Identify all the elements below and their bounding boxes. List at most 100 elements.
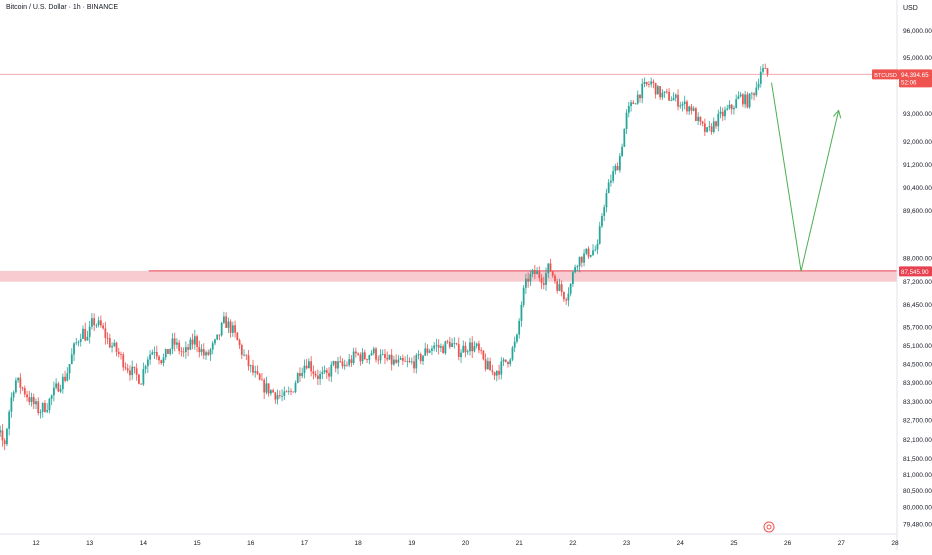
candle-body: [384, 354, 386, 359]
candle-body: [612, 171, 615, 181]
candle-body: [686, 101, 688, 112]
candle-body: [99, 320, 102, 326]
candle-body: [437, 344, 440, 348]
y-tick-label: 96,000.00: [903, 28, 932, 35]
candle-body: [26, 394, 28, 398]
candle-body: [571, 272, 574, 284]
candle-body: [254, 371, 257, 373]
price-tag: [899, 69, 932, 88]
candle-body: [216, 334, 219, 340]
y-tick-label: 95,000.00: [903, 55, 932, 62]
candle-body: [426, 348, 429, 353]
candle-body: [563, 292, 565, 300]
candle-body: [439, 346, 442, 348]
candle-body: [292, 391, 295, 393]
candle-body: [368, 355, 371, 360]
candle-body: [569, 283, 572, 294]
candle-body: [321, 372, 324, 375]
candle-body: [583, 253, 585, 263]
candle-body: [388, 354, 391, 360]
candle-body: [746, 94, 749, 108]
x-tick-label: 23: [623, 540, 631, 547]
candle-body: [332, 361, 335, 365]
candle-body: [413, 361, 415, 369]
candle-body: [504, 359, 507, 362]
candle-body: [708, 126, 711, 128]
candle-body: [739, 94, 742, 97]
candle-body: [227, 321, 230, 328]
candle-body: [61, 376, 64, 390]
candle-body: [75, 342, 78, 344]
candle-body: [113, 342, 116, 346]
candle-body: [131, 366, 134, 376]
candle-body: [97, 320, 100, 325]
x-tick-label: 27: [838, 540, 846, 547]
candle-body: [30, 397, 33, 403]
candle-body: [710, 126, 713, 132]
candle-body: [314, 373, 317, 376]
currency-label: USD: [903, 5, 918, 12]
x-tick-label: 14: [140, 540, 148, 547]
candle-body: [681, 104, 684, 106]
level-tag-value: 87,545.90: [901, 269, 929, 276]
candle-body: [176, 342, 178, 345]
candle-body: [52, 387, 55, 396]
candle-body: [285, 391, 288, 393]
x-tick-label: 21: [516, 540, 524, 547]
candle-body: [319, 374, 321, 380]
candle-body: [542, 282, 545, 285]
candle-body: [536, 271, 538, 275]
candle-body: [674, 94, 677, 98]
candle-body: [724, 109, 726, 117]
candle-body: [565, 299, 568, 301]
candle-body: [641, 83, 644, 99]
candle-body: [589, 255, 592, 257]
candle-body: [348, 359, 351, 366]
candle-body: [610, 180, 612, 183]
candle-body: [41, 402, 44, 412]
candle-body: [643, 81, 646, 84]
candle-body: [238, 340, 241, 345]
projection-path[interactable]: [771, 82, 840, 272]
goto-realtime-icon[interactable]: [763, 521, 775, 533]
candle-body: [44, 402, 46, 412]
candle-body: [692, 108, 695, 111]
candle-body: [191, 339, 194, 345]
candle-body: [12, 392, 15, 398]
candle-body: [652, 81, 655, 84]
candle-body: [91, 318, 93, 327]
candle-body: [587, 248, 590, 257]
candle-body: [513, 341, 516, 348]
candle-body: [263, 379, 266, 393]
candle-body: [605, 193, 608, 208]
candle-body: [375, 348, 377, 360]
candle-body: [377, 359, 380, 361]
candle-body: [551, 271, 554, 276]
x-tick-label: 28: [891, 540, 899, 547]
candle-body: [252, 365, 254, 373]
candle-body: [554, 275, 556, 282]
candle-body: [272, 390, 275, 393]
candle-body: [672, 97, 675, 101]
candle-body: [158, 356, 160, 361]
candle-body: [341, 361, 344, 367]
candle-body: [46, 410, 49, 412]
candle-body: [243, 354, 245, 356]
symbol-tag: [872, 69, 899, 80]
candle-body: [531, 270, 534, 275]
candle-body: [59, 389, 62, 392]
candle-body: [124, 367, 127, 369]
candle-body: [153, 351, 156, 353]
x-tick-label: 17: [301, 540, 309, 547]
candle-body: [73, 343, 75, 355]
candle-body: [560, 284, 563, 293]
candle-body: [95, 324, 98, 326]
candle-body: [189, 339, 192, 350]
candle-body: [558, 284, 561, 291]
candle-body: [451, 343, 453, 347]
candle-body: [308, 361, 310, 369]
candle-body: [261, 379, 263, 381]
candle-body: [648, 84, 650, 86]
